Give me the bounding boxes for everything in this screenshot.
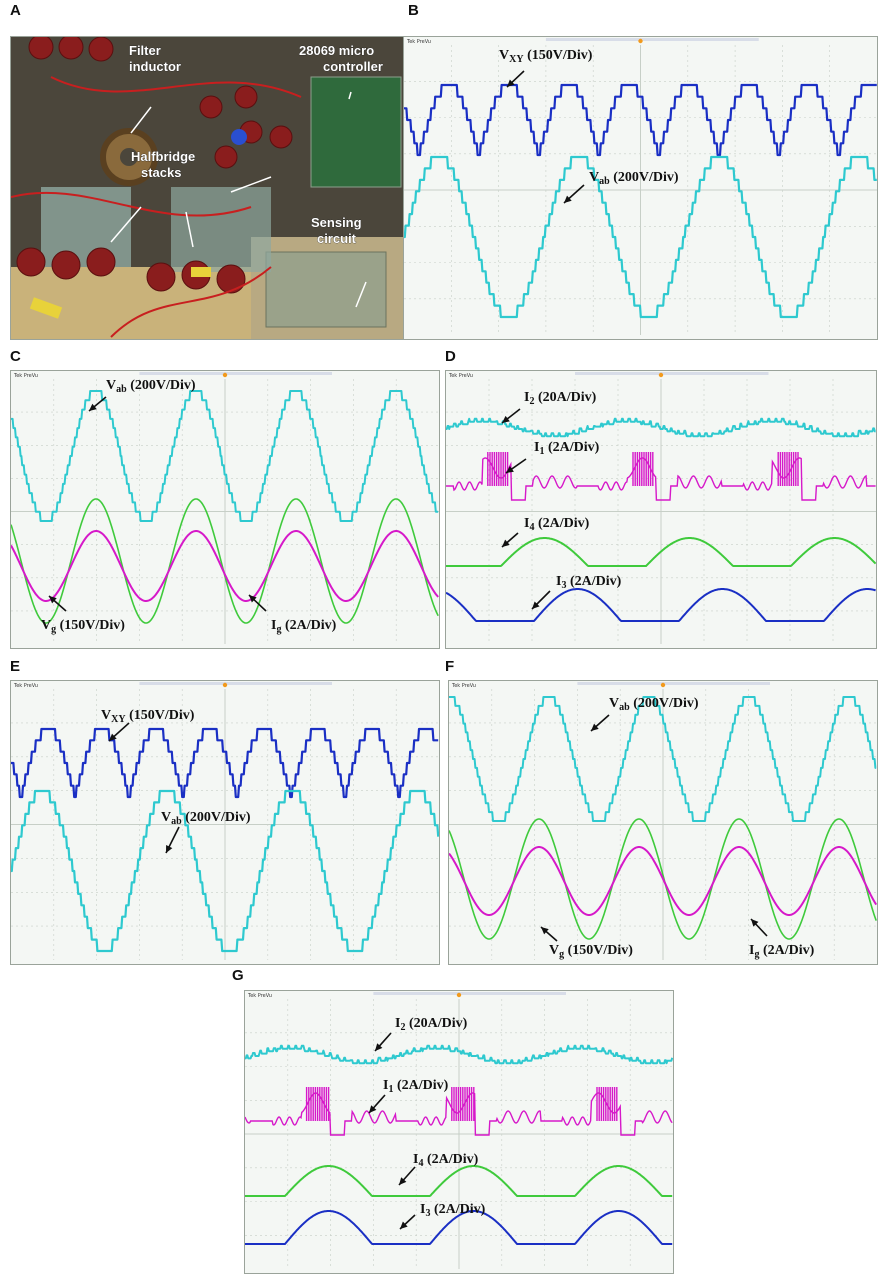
panel-letter-g: G (232, 967, 244, 984)
scope-panel-g: Tek PreVu I2 (20A/Div) I1 (2A/Div) I4 (2A/D… (244, 990, 674, 1274)
scope-c-grid: Tek PreVu (11, 372, 439, 644)
scope-f-trace-vab (449, 696, 877, 822)
scope-g-svg: Tek PreVu I2 (20A/Div) I1 (2A/Div) I4 (2A/D… (245, 992, 673, 1269)
svg-text:Vg (150V/Div): Vg (150V/Div) (41, 618, 125, 635)
scope-g-anno-i2: I2 (20A/Div) (374, 1016, 468, 1052)
svg-text:Vab (200V/Div): Vab (200V/Div) (589, 170, 679, 187)
scope-c-header-text: Tek PreVu (13, 373, 38, 379)
scope-f-anno-vab: Vab (200V/Div) (590, 696, 699, 732)
scope-d-header-text: Tek PreVu (448, 373, 473, 379)
scope-g-anno-i4: I4 (2A/Div) (398, 1152, 479, 1186)
photo-label-sensing: Sensing (311, 215, 362, 230)
photo-label-halfbridge-2: stacks (141, 165, 181, 180)
scope-d-anno-i3: I3 (2A/Div) (531, 574, 622, 610)
svg-text:I1 (2A/Div): I1 (2A/Div) (383, 1078, 449, 1095)
scope-panel-f: Tek PreVu Vab (200V/Div) Vg (150V/Div) Ig (… (448, 680, 878, 965)
scope-d-trigger-icon (658, 372, 664, 378)
scope-e-trace-vab (11, 789, 439, 953)
scope-f-svg: Tek PreVu Vab (200V/Div) Vg (150V/Div) Ig (… (449, 682, 877, 960)
scope-g-trace-i4 (245, 1165, 673, 1197)
scope-c-trace-ig (11, 530, 439, 602)
scope-e-header-text: Tek PreVu (13, 683, 38, 689)
scope-b-trigger-icon (638, 38, 643, 44)
scope-f-trigger-icon (660, 682, 666, 688)
scope-f-anno-vg: Vg (150V/Div) (540, 926, 633, 960)
panel-letter-a: A (10, 2, 21, 19)
svg-text:Vab (200V/Div): Vab (200V/Div) (106, 378, 196, 395)
hardware-photo: Filter inductor 28069 micro controller H… (10, 36, 404, 340)
panel-letter-f: F (445, 658, 455, 675)
photo-label-halfbridge: Halfbridge (131, 149, 195, 164)
scope-g-trace-i3 (245, 1210, 673, 1245)
svg-text:I4 (2A/Div): I4 (2A/Div) (524, 516, 590, 533)
scope-f-trace-ig (449, 846, 877, 916)
scope-g-trigger-icon (456, 992, 462, 998)
scope-d-trace-i4 (446, 537, 876, 567)
photo-label-filter-inductor-2: inductor (129, 59, 181, 74)
svg-text:VXY (150V/Div): VXY (150V/Div) (101, 708, 195, 725)
panel-letter-c: C (10, 348, 21, 365)
scope-c-anno-ig: Ig (2A/Div) (248, 594, 337, 635)
scope-b-svg: Tek PreVu VXY (150V/Div) Vab (200V/Div) (404, 38, 877, 335)
scope-panel-c: Tek PreVu Vab (200V/Div) Vg (150V/Div) Ig (… (10, 370, 440, 649)
scope-g-anno-i1: I1 (2A/Div) (368, 1078, 449, 1114)
photo-label-controller: 28069 micro (299, 43, 374, 58)
scope-e-svg: Tek PreVu VXY (150V/Div) Vab (200V/Div) (11, 682, 439, 960)
svg-text:Vab (200V/Div): Vab (200V/Div) (161, 810, 251, 827)
scope-c-trigger-icon (222, 372, 228, 378)
scope-d-trace-i1 (446, 452, 876, 501)
svg-text:I2 (20A/Div): I2 (20A/Div) (524, 390, 597, 407)
scope-d-grid: Tek PreVu (446, 372, 876, 644)
scope-b-anno-vab: Vab (200V/Div) (563, 170, 679, 204)
scope-c-trace-vab (11, 390, 439, 522)
scope-f-trace-vg (449, 818, 877, 940)
panel-letter-e: E (10, 658, 21, 675)
svg-text:I3 (2A/Div): I3 (2A/Div) (420, 1202, 486, 1219)
scope-b-header-text: Tek PreVu (406, 39, 431, 45)
scope-g-anno-i3: I3 (2A/Div) (399, 1202, 486, 1230)
svg-text:I2 (20A/Div): I2 (20A/Div) (395, 1016, 468, 1033)
svg-text:VXY (150V/Div): VXY (150V/Div) (499, 48, 593, 65)
scope-d-anno-i1: I1 (2A/Div) (505, 440, 600, 474)
scope-f-header-text: Tek PreVu (451, 683, 476, 689)
controller-board (310, 76, 402, 188)
svg-text:I3 (2A/Div): I3 (2A/Div) (556, 574, 622, 591)
photo-label-filter-inductor: Filter (129, 43, 161, 58)
scope-d-svg: Tek PreVu I2 (20A/Div) I1 (2A/Div) I4 (2A/D… (446, 372, 876, 644)
scope-e-trace-vxy (11, 727, 439, 799)
scope-c-anno-vg: Vg (150V/Div) (41, 595, 125, 635)
scope-d-anno-i2: I2 (20A/Div) (501, 390, 597, 424)
photo-label-controller-2: controller (323, 59, 383, 74)
svg-text:Vg (150V/Div): Vg (150V/Div) (549, 943, 633, 960)
scope-e-anno-vab: Vab (200V/Div) (161, 810, 251, 854)
scope-e-anno-vxy: VXY (150V/Div) (101, 708, 195, 742)
panel-letter-d: D (445, 348, 456, 365)
scope-g-trace-i2 (245, 1044, 673, 1065)
photo-label-sensing-2: circuit (317, 231, 357, 246)
svg-text:Vab (200V/Div): Vab (200V/Div) (609, 696, 699, 713)
scope-panel-d: Tek PreVu I2 (20A/Div) I1 (2A/Div) I4 (2A/D… (445, 370, 877, 649)
scope-e-trigger-icon (222, 682, 228, 688)
scope-d-anno-i4: I4 (2A/Div) (501, 516, 590, 548)
scope-g-grid: Tek PreVu (245, 992, 673, 1269)
scope-b-grid: Tek PreVu (404, 38, 877, 335)
scope-b-trace-vab (404, 155, 877, 319)
panel-letter-b: B (408, 2, 419, 19)
svg-text:I4 (2A/Div): I4 (2A/Div) (413, 1152, 479, 1169)
scope-panel-e: Tek PreVu VXY (150V/Div) Vab (200V/Div) (10, 680, 440, 965)
scope-b-anno-vxy: VXY (150V/Div) (499, 48, 593, 88)
scope-g-trace-i1 (245, 1087, 673, 1136)
svg-text:I1 (2A/Div): I1 (2A/Div) (534, 440, 600, 457)
scope-f-anno-ig: Ig (2A/Div) (749, 918, 815, 960)
scope-c-svg: Tek PreVu Vab (200V/Div) Vg (150V/Div) Ig (… (11, 372, 439, 644)
scope-panel-b: Tek PreVu VXY (150V/Div) Vab (200V/Div) (403, 36, 878, 340)
scope-c-anno-vab: Vab (200V/Div) (88, 378, 196, 412)
scope-d-trace-i3 (446, 588, 876, 622)
svg-text:Ig (2A/Div): Ig (2A/Div) (271, 618, 337, 635)
svg-text:Ig (2A/Div): Ig (2A/Div) (749, 943, 815, 960)
hardware-photo-drawing: Filter inductor 28069 micro controller H… (11, 37, 403, 339)
scope-b-trace-vxy (404, 83, 877, 157)
scope-d-trace-i2 (446, 417, 876, 438)
scope-g-header-text: Tek PreVu (247, 993, 272, 999)
